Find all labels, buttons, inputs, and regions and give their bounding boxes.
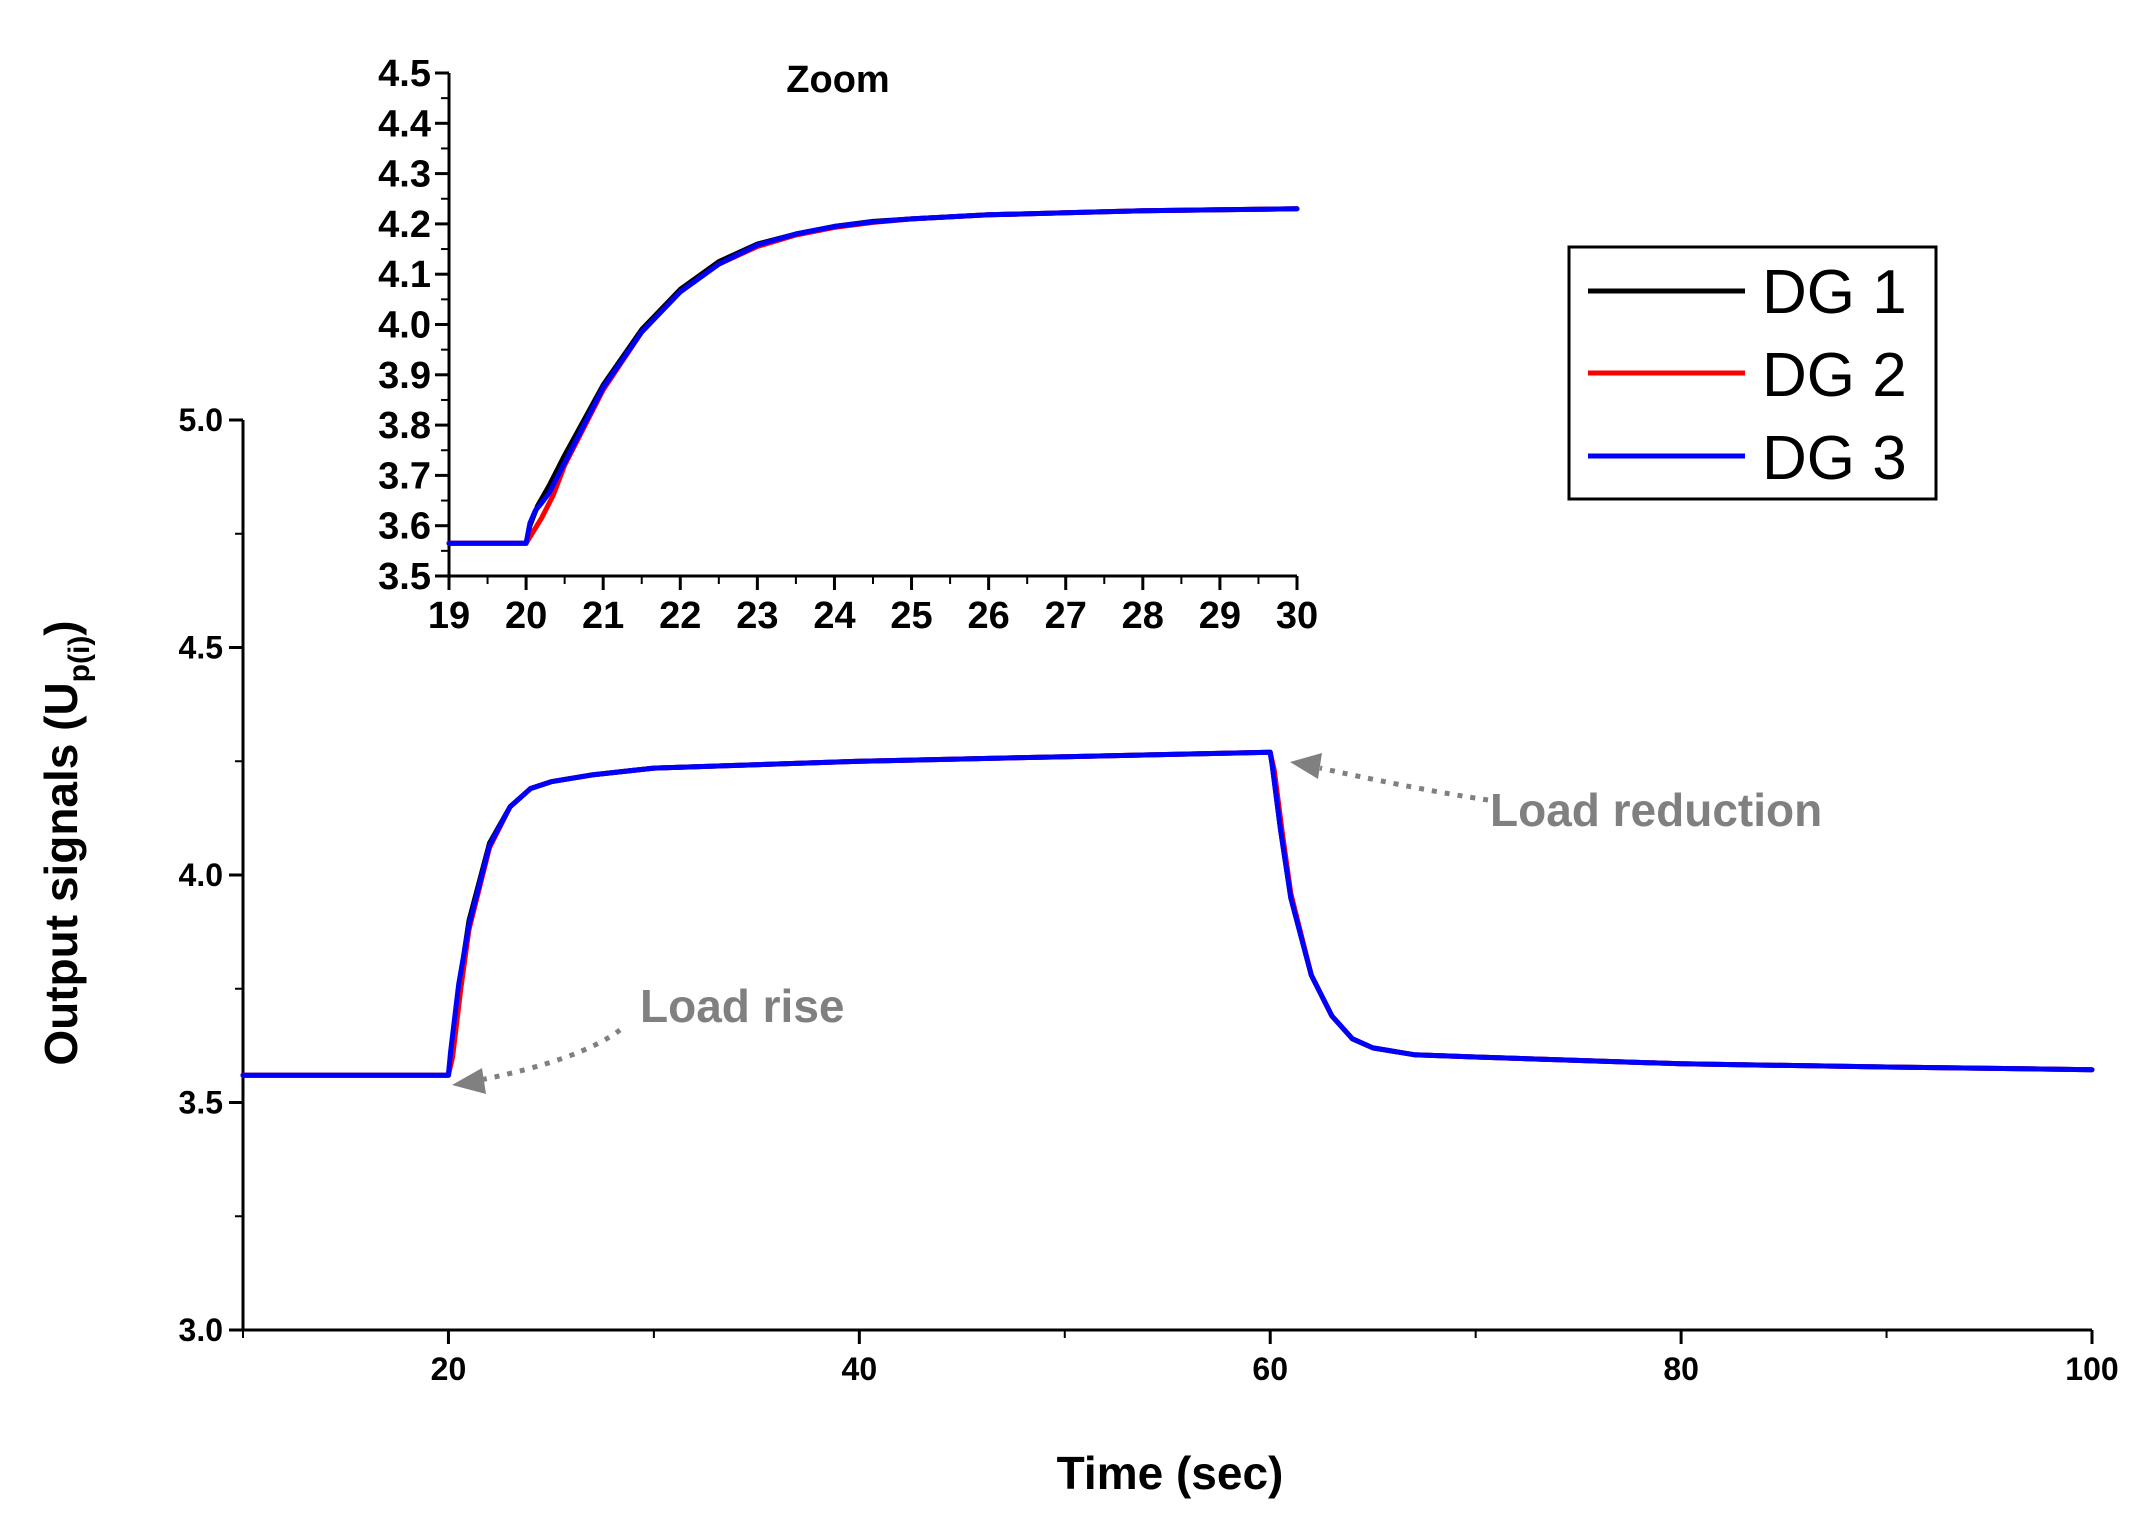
main-series-dg3 bbox=[240, 749, 2095, 1078]
load-rise-arrowhead bbox=[452, 1068, 486, 1094]
inset-series-dg2 bbox=[446, 206, 1300, 546]
inset-x-tick-label: 27 bbox=[1045, 595, 1087, 637]
inset-y-tick-label: 4.4 bbox=[378, 103, 431, 145]
inset-y-tick-label: 3.9 bbox=[378, 355, 431, 397]
annotation-load-rise: Load rise bbox=[640, 980, 845, 1032]
main-x-tick-label: 20 bbox=[431, 1351, 467, 1387]
inset-lines bbox=[446, 206, 1300, 546]
inset-x-tick-label: 19 bbox=[428, 595, 470, 637]
inset-x-tick-label: 22 bbox=[659, 595, 701, 637]
load-reduction-arrow-line bbox=[1319, 765, 1489, 803]
main-axes: 20 40 60 80 100 3.0 3.5 4.0 4.5 5.0 bbox=[179, 402, 2119, 1387]
inset-x-tick-label: 28 bbox=[1122, 595, 1164, 637]
inset-x-tick-label: 21 bbox=[582, 595, 624, 637]
inset-x-tick-label: 24 bbox=[813, 595, 855, 637]
inset-title: Zoom bbox=[786, 59, 889, 101]
inset-x-tick-label: 23 bbox=[736, 595, 778, 637]
legend-label-dg3: DG 3 bbox=[1762, 424, 1907, 493]
inset-x-tick-label: 26 bbox=[967, 595, 1009, 637]
main-y-tick-label: 4.5 bbox=[179, 630, 223, 666]
x-axis-title: Time (sec) bbox=[1057, 1447, 1284, 1499]
legend-label-dg2: DG 2 bbox=[1762, 341, 1907, 410]
y-axis-title-close: ) bbox=[35, 620, 87, 635]
main-y-tick-label: 4.0 bbox=[179, 857, 223, 893]
inset-series-dg1 bbox=[446, 206, 1300, 546]
inset-y-tick-label: 3.8 bbox=[378, 405, 431, 447]
legend-label-dg1: DG 1 bbox=[1762, 258, 1907, 327]
inset-x-tick-label: 29 bbox=[1199, 595, 1241, 637]
legend: DG 1 DG 2 DG 3 bbox=[1567, 245, 1938, 501]
inset-y-tick-label: 4.1 bbox=[378, 254, 431, 296]
y-axis-title-main: Output signals (U bbox=[35, 682, 87, 1065]
y-axis-title: Output signals (Up(i)) bbox=[35, 620, 96, 1065]
inset-series-dg3 bbox=[446, 206, 1300, 546]
load-reduction-arrowhead bbox=[1290, 753, 1322, 779]
main-y-tick-label: 5.0 bbox=[179, 402, 223, 438]
inset-y-tick-label: 4.3 bbox=[378, 154, 431, 196]
main-y-tick-label: 3.0 bbox=[179, 1312, 223, 1348]
inset-y-tick-label: 3.6 bbox=[378, 506, 431, 548]
inset-y-tick-label: 4.2 bbox=[378, 204, 431, 246]
main-lines bbox=[240, 749, 2095, 1078]
inset-x-tick-label: 20 bbox=[505, 595, 547, 637]
inset-y-tick-label: 4.5 bbox=[378, 53, 431, 95]
inset-x-tick-label: 25 bbox=[890, 595, 932, 637]
main-x-tick-label: 80 bbox=[1663, 1351, 1699, 1387]
load-rise-arrow-line bbox=[479, 1027, 622, 1083]
inset-axes: 19 20 21 22 23 24 25 26 27 28 29 30 3.5 3.6 3.7 3.8 3.9 4… bbox=[378, 53, 1318, 637]
inset-x-tick-label: 30 bbox=[1276, 595, 1318, 637]
annotation-load-reduction-group: Load reduction bbox=[1290, 753, 1822, 836]
inset-y-tick-label: 3.7 bbox=[378, 455, 431, 497]
main-x-tick-label: 100 bbox=[2065, 1351, 2118, 1387]
main-y-tick-label: 3.5 bbox=[179, 1085, 223, 1121]
main-x-tick-label: 40 bbox=[842, 1351, 878, 1387]
main-x-tick-label: 60 bbox=[1252, 1351, 1288, 1387]
y-axis-title-sub: p(i) bbox=[63, 636, 96, 683]
annotation-load-reduction: Load reduction bbox=[1490, 784, 1822, 836]
inset-y-tick-label: 4.0 bbox=[378, 305, 431, 347]
inset-y-tick-label: 3.5 bbox=[378, 556, 431, 598]
annotation-load-rise-group: Load rise bbox=[452, 980, 845, 1094]
